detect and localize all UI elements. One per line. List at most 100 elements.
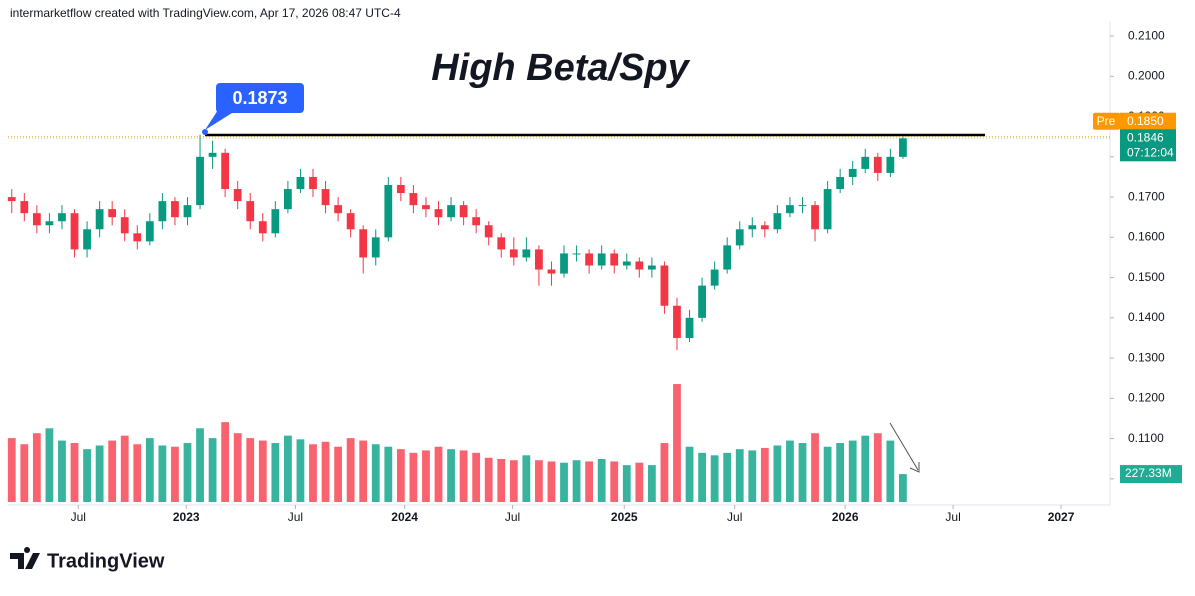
candle-body bbox=[886, 156, 895, 173]
volume-bar bbox=[108, 440, 117, 502]
candle-body bbox=[735, 229, 744, 246]
candle-body bbox=[284, 189, 292, 210]
candle-body bbox=[622, 261, 631, 266]
volume-bar bbox=[647, 465, 656, 502]
volume-bar bbox=[309, 444, 317, 502]
y-tick-label: 0.1400 bbox=[1128, 310, 1165, 324]
candle-body bbox=[171, 201, 179, 218]
volume-bar bbox=[120, 435, 129, 502]
candle-body bbox=[710, 269, 719, 286]
volume-bar bbox=[760, 447, 769, 502]
volume-bar bbox=[246, 438, 255, 502]
price-pane bbox=[7, 134, 907, 351]
candle-body bbox=[296, 176, 305, 190]
candle-body bbox=[246, 201, 255, 222]
header: intermarketflow created with TradingView… bbox=[10, 6, 401, 20]
volume-bar bbox=[798, 443, 807, 502]
volume-bar bbox=[873, 433, 882, 502]
pre-price-tag bbox=[1120, 112, 1176, 130]
y-tick-label: 0.1600 bbox=[1128, 230, 1165, 244]
y-tick-label: 0.1100 bbox=[1128, 431, 1164, 445]
volume-bar bbox=[635, 462, 644, 502]
volume-bar bbox=[346, 438, 355, 502]
volume-tag bbox=[1120, 465, 1182, 484]
candle-body bbox=[120, 217, 129, 234]
volume-bar bbox=[221, 422, 230, 502]
volume-bar bbox=[45, 428, 54, 502]
volume-bar bbox=[284, 435, 292, 502]
candle-body bbox=[334, 205, 342, 214]
candle-body bbox=[635, 261, 644, 270]
y-tick-label: 0.2000 bbox=[1128, 69, 1165, 83]
candle-body bbox=[823, 189, 832, 230]
candle-body bbox=[673, 305, 681, 338]
candle-body bbox=[572, 253, 581, 255]
candle-body bbox=[459, 205, 468, 218]
pre-price-label: 0.1850 bbox=[1127, 114, 1164, 128]
volume-bar bbox=[472, 452, 481, 502]
candle-body bbox=[560, 253, 568, 274]
volume-bar bbox=[384, 446, 393, 502]
volume-bar bbox=[585, 461, 594, 502]
brand: TradingView bbox=[10, 547, 165, 572]
volume-bar bbox=[484, 457, 493, 502]
axes: 0.21000.20000.19000.18000.17000.16000.15… bbox=[8, 28, 1182, 524]
candle-body bbox=[371, 237, 380, 258]
volume-bar bbox=[7, 438, 16, 502]
callout-box bbox=[216, 83, 304, 113]
candle-body bbox=[32, 213, 41, 226]
candle-body bbox=[798, 205, 807, 207]
x-tick-label: 2023 bbox=[173, 510, 200, 524]
candle-body bbox=[647, 265, 656, 270]
volume-bar bbox=[409, 452, 418, 502]
x-tick-label: 2025 bbox=[611, 510, 638, 524]
candle-body bbox=[7, 197, 16, 202]
volume-bar bbox=[196, 428, 204, 502]
volume-bar bbox=[158, 445, 167, 502]
volume-bar bbox=[673, 384, 681, 502]
candle-body bbox=[321, 189, 330, 206]
volume-bar bbox=[660, 443, 669, 502]
volume-bar bbox=[258, 440, 267, 502]
candle-body bbox=[497, 237, 506, 250]
volume-bar bbox=[171, 446, 179, 502]
arrow bbox=[889, 422, 920, 473]
countdown: 07:12:04 bbox=[1127, 145, 1174, 159]
volume-bar bbox=[434, 446, 443, 502]
candle-body bbox=[409, 193, 418, 206]
volume-bar bbox=[861, 435, 870, 502]
candle-body bbox=[773, 213, 782, 230]
volume-bar bbox=[710, 455, 719, 502]
callout-pointer bbox=[205, 110, 232, 130]
volume-bar bbox=[208, 438, 217, 502]
volume-bar bbox=[422, 450, 430, 502]
volume-bar bbox=[748, 450, 757, 502]
volume-bar bbox=[447, 449, 455, 502]
candle-body bbox=[848, 168, 857, 177]
candle-body bbox=[447, 205, 455, 218]
candle-body bbox=[472, 217, 481, 226]
volume-bar bbox=[522, 455, 531, 502]
candle-body bbox=[108, 209, 117, 218]
candle-body bbox=[133, 233, 142, 242]
volume-bar bbox=[396, 449, 405, 502]
candle-body bbox=[698, 285, 706, 318]
last-price-tag bbox=[1120, 129, 1176, 162]
x-tick-label: Jul bbox=[945, 510, 960, 524]
volume-bar bbox=[811, 433, 819, 502]
candle-body bbox=[233, 189, 242, 202]
candle-body bbox=[484, 225, 493, 238]
brand-name: TradingView bbox=[47, 550, 165, 572]
volume-bar bbox=[509, 460, 518, 502]
candle-body bbox=[547, 269, 556, 274]
candle-body bbox=[271, 209, 280, 234]
candle-body bbox=[70, 213, 79, 250]
y-tick-label: 0.1300 bbox=[1128, 350, 1165, 364]
volume-bar bbox=[610, 461, 619, 502]
volume-bar bbox=[32, 433, 41, 502]
candle-body bbox=[183, 205, 192, 218]
y-tick-label: 0.1200 bbox=[1128, 391, 1165, 405]
y-tick-label: 0.1700 bbox=[1128, 189, 1165, 203]
y-tick-label: 0.2100 bbox=[1128, 28, 1165, 42]
volume-bar bbox=[145, 438, 154, 502]
